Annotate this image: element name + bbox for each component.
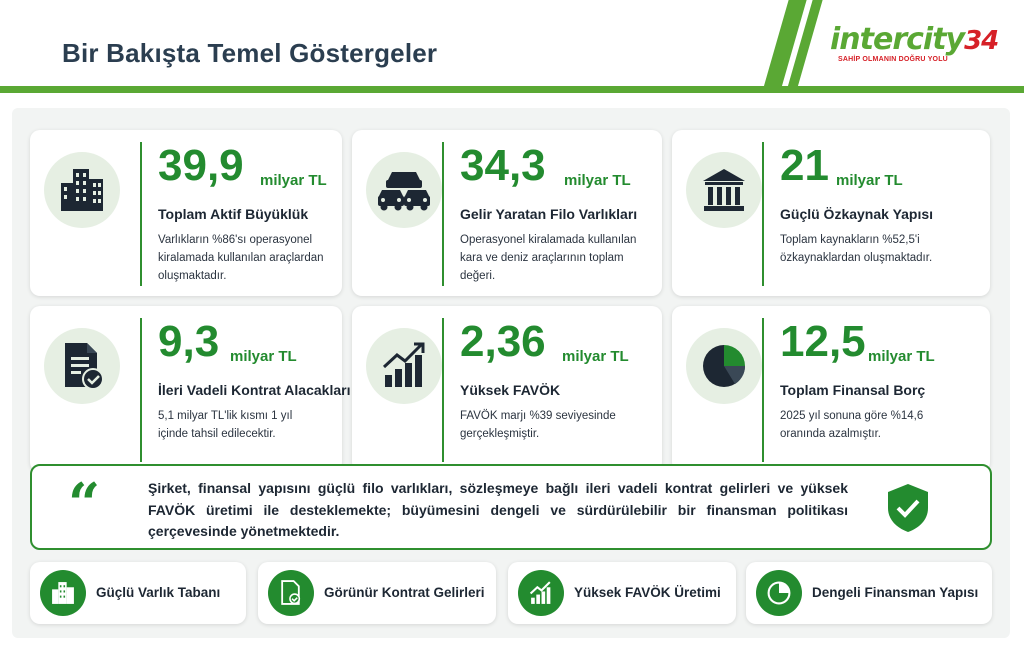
page-title: Bir Bakışta Temel Göstergeler (62, 38, 438, 68)
card-description: 5,1 milyar TL'lik kısmı 1 yıl içinde tah… (158, 410, 293, 440)
card-value: 34,3 (460, 141, 546, 190)
indicator-card-financial-debt: 12,5 milyar TL Toplam Finansal Borç 2025… (672, 306, 990, 472)
card-unit: milyar TL (868, 348, 935, 365)
card-unit: milyar TL (230, 348, 297, 365)
card-title: Toplam Aktif Büyüklük (158, 206, 309, 222)
growth-chart-icon (366, 328, 442, 404)
card-unit: milyar TL (562, 348, 629, 365)
shield-check-icon (886, 482, 930, 539)
indicator-card-total-assets: 39,9 milyar TL Toplam Aktif Büyüklük Var… (30, 130, 342, 296)
card-unit: milyar TL (564, 172, 631, 189)
logo-number: 34 (964, 26, 999, 56)
card-description: 2025 yıl sonuna göre %14,6 oranında azal… (780, 410, 924, 440)
card-unit: milyar TL (260, 172, 327, 189)
card-divider (140, 318, 142, 462)
card-divider (442, 318, 444, 462)
bank-icon (686, 152, 762, 228)
indicator-card-equity: 21 milyar TL Güçlü Özkaynak Yapısı Topla… (672, 130, 990, 296)
pill-label: Güçlü Varlık Tabanı (96, 585, 221, 600)
summary-quote-box: “ Şirket, finansal yapısını güçlü filo v… (30, 464, 992, 550)
building-icon (44, 152, 120, 228)
card-description: Varlıkların %86'sı operasyonel kiralamad… (158, 234, 324, 282)
logo-tagline: SAHİP OLMANIN DOĞRU YOLU (838, 56, 948, 63)
summary-quote-text: Şirket, finansal yapısını güçlü filo var… (148, 480, 848, 540)
logo-wordmark: intercity (830, 22, 965, 57)
header-divider (0, 86, 1024, 93)
card-value: 12,5 (780, 317, 866, 366)
quote-mark-icon: “ (68, 471, 101, 537)
card-value: 39,9 (158, 141, 244, 190)
card-description: Operasyonel kiralamada kullanılan kara v… (460, 234, 637, 282)
card-title: Güçlü Özkaynak Yapısı (780, 206, 934, 222)
highlight-pill-asset-base: Güçlü Varlık Tabanı (30, 562, 246, 624)
building-icon (40, 570, 86, 616)
pie-chart-icon (686, 328, 762, 404)
pill-label: Görünür Kontrat Gelirleri (324, 585, 485, 600)
highlight-pill-contract-revenue: Görünür Kontrat Gelirleri (258, 562, 496, 624)
contract-check-icon (268, 570, 314, 616)
indicator-card-forward-contracts: 9,3 milyar TL İleri Vadeli Kontrat Alaca… (30, 306, 350, 472)
pie-chart-icon (756, 570, 802, 616)
card-description: FAVÖK marjı %39 seviyesinde gerçekleşmiş… (460, 410, 616, 440)
pill-label: Yüksek FAVÖK Üretimi (574, 585, 721, 600)
indicator-card-ebitda: 2,36 milyar TL Yüksek FAVÖK FAVÖK marjı … (352, 306, 662, 472)
card-title: Gelir Yaratan Filo Varlıkları (460, 206, 638, 222)
card-value: 9,3 (158, 317, 220, 366)
indicator-card-fleet-assets: 34,3 milyar TL Gelir Yaratan Filo Varlık… (352, 130, 662, 296)
card-divider (140, 142, 142, 286)
growth-chart-icon (518, 570, 564, 616)
card-divider (762, 142, 764, 286)
cars-icon (366, 152, 442, 228)
page-header: Bir Bakışta Temel Göstergeler intercity3… (0, 0, 1024, 93)
card-title: Yüksek FAVÖK (460, 382, 561, 398)
card-divider (442, 142, 444, 286)
card-value: 21 (780, 141, 829, 190)
contract-check-icon (44, 328, 120, 404)
card-title: İleri Vadeli Kontrat Alacakları (158, 382, 351, 398)
card-unit: milyar TL (836, 172, 903, 189)
card-description: Toplam kaynakların %52,5'i özkaynaklarda… (780, 234, 933, 264)
pill-label: Dengeli Finansman Yapısı (812, 585, 979, 600)
card-title: Toplam Finansal Borç (780, 382, 926, 398)
highlight-pill-financing: Dengeli Finansman Yapısı (746, 562, 992, 624)
card-divider (762, 318, 764, 462)
intercity-logo: intercity34 SAHİP OLMANIN DOĞRU YOLU (830, 22, 1015, 68)
card-value: 2,36 (460, 317, 546, 366)
highlight-pill-ebitda: Yüksek FAVÖK Üretimi (508, 562, 736, 624)
